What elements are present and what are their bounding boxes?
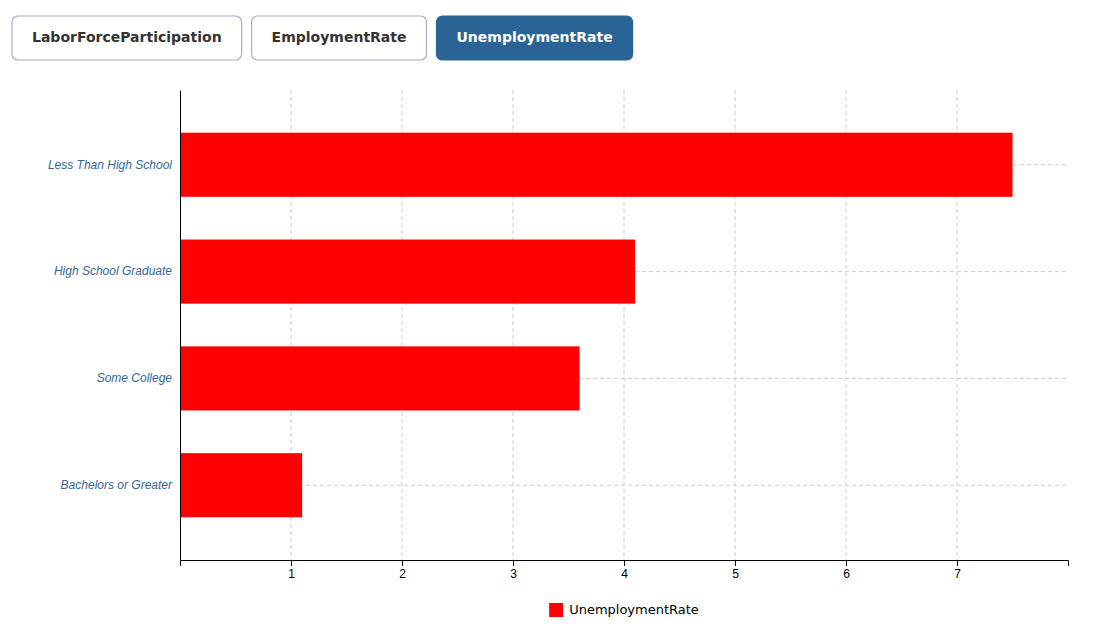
bar [180,453,302,517]
grid [180,90,1068,560]
tab-box[interactable] [436,16,632,60]
y-tick-label: High School Graduate [54,264,172,278]
x-tick: 4 [621,560,628,581]
bar [180,346,580,410]
x-axis-line [181,561,1069,567]
legend-swatch [549,603,563,617]
x-tick-mark [513,560,514,566]
chart-svg: LaborForceParticipation EmploymentRate Une… [0,0,1098,635]
chart-container: LaborForceParticipation EmploymentRate Une… [0,0,1098,635]
x-tick-label: 1 [288,567,295,581]
x-tick: 7 [954,560,961,581]
plot: 1 2 3 4 5 6 7 Less Than High School High School … [48,90,1069,581]
x-tick-mark [957,560,958,566]
tab[interactable]: LaborForceParticipation [12,16,242,60]
y-tick: Bachelors or Greater [61,478,180,492]
x-tick-label: 6 [843,567,850,581]
y-tick-label: Less Than High School [48,158,172,172]
y-axis: Less Than High School High School Graduat… [48,91,181,561]
y-tick: Less Than High School [48,158,180,172]
x-tick-mark [624,560,625,566]
tab-label[interactable]: LaborForceParticipation [32,29,222,45]
legend-item: UnemploymentRate [549,602,699,618]
x-tick: 1 [288,560,295,581]
x-tick-mark [846,560,847,566]
tab-label[interactable]: UnemploymentRate [456,29,612,45]
x-tick: 2 [399,560,406,581]
x-tick: 3 [510,560,517,581]
x-tick-label: 7 [954,567,961,581]
y-tick: Some College [97,371,180,385]
x-tick: 6 [843,560,850,581]
y-tick-label: Some College [97,371,173,385]
tab-bar: LaborForceParticipation EmploymentRate Une… [12,16,633,60]
y-tick-label: Bachelors or Greater [61,478,173,492]
x-tick-label: 4 [621,567,628,581]
x-tick: 5 [732,560,739,581]
bars [180,133,1013,518]
y-grid-line [180,485,1068,486]
x-tick-label: 5 [732,567,739,581]
bar [180,133,1013,197]
x-tick-mark [291,560,292,566]
tab-box[interactable] [12,16,242,60]
legend-label: UnemploymentRate [569,602,699,617]
y-tick: High School Graduate [54,264,180,278]
x-axis: 1 2 3 4 5 6 7 [181,560,1069,581]
y-axis-line [180,91,181,561]
x-tick-label: 3 [510,567,517,581]
tab-label[interactable]: EmploymentRate [272,29,407,45]
x-tick-mark [402,560,403,566]
tab-box[interactable] [252,16,427,60]
legend: UnemploymentRate [549,602,699,618]
tab[interactable]: UnemploymentRate [436,16,632,60]
x-tick-mark [735,560,736,566]
x-tick-label: 2 [399,567,406,581]
bar [180,240,635,304]
tab[interactable]: EmploymentRate [252,16,427,60]
